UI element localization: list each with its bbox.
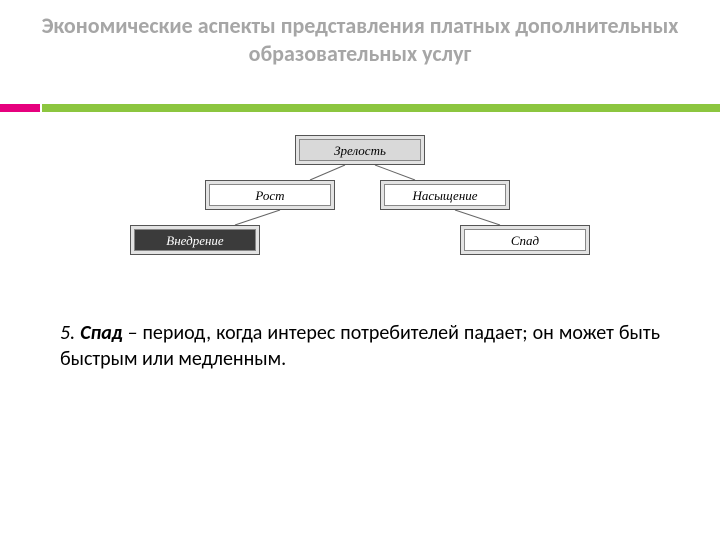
accent-bar-green	[42, 104, 720, 112]
term-decline: Спад	[80, 321, 122, 345]
stage-maturity: Зрелость	[295, 135, 425, 165]
dash: –	[128, 321, 138, 345]
stage-label-maturity: Зрелость	[299, 139, 421, 161]
body-paragraph: 5. Спад – период, когда интерес потребит…	[60, 320, 660, 372]
diagram-edge	[375, 165, 415, 180]
slide-title: Экономические аспекты представления плат…	[0, 12, 720, 67]
stage-label-introduction: Внедрение	[134, 229, 256, 251]
item-number: 5.	[60, 321, 75, 345]
stage-label-growth: Рост	[209, 184, 331, 206]
diagram-edge	[235, 210, 280, 225]
diagram-edge	[455, 210, 500, 225]
diagram-edge	[310, 165, 345, 180]
stage-introduction: Внедрение	[130, 225, 260, 255]
stage-growth: Рост	[205, 180, 335, 210]
accent-bar-pink	[0, 104, 40, 112]
lifecycle-diagram: Зрелость Рост Насыщение Внедрение Спад	[120, 135, 600, 295]
stage-label-saturation: Насыщение	[384, 184, 506, 206]
stage-label-decline: Спад	[464, 229, 586, 251]
definition-text: период, когда интерес потребителей падае…	[60, 321, 660, 371]
stage-decline: Спад	[460, 225, 590, 255]
stage-saturation: Насыщение	[380, 180, 510, 210]
